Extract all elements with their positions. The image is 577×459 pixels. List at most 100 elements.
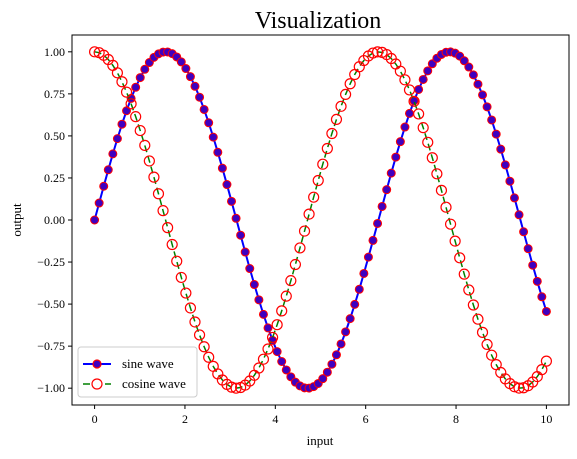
data-point <box>227 196 237 206</box>
data-point <box>400 122 410 132</box>
data-point <box>418 74 428 84</box>
data-point <box>231 213 241 223</box>
y-axis-label: output <box>9 203 24 237</box>
data-point <box>345 314 355 324</box>
data-point <box>258 309 268 319</box>
data-point <box>140 64 150 74</box>
data-point <box>130 111 142 123</box>
data-point <box>198 341 210 353</box>
data-point <box>176 57 186 67</box>
y-tick-label: 0.75 <box>44 87 65 101</box>
data-point <box>359 268 369 278</box>
data-point <box>322 367 332 377</box>
legend-label-cosine: cosine wave <box>122 376 186 391</box>
data-point <box>180 287 192 299</box>
data-point <box>190 81 200 91</box>
data-point <box>454 252 466 264</box>
data-point <box>272 347 282 357</box>
series-line <box>93 50 548 390</box>
data-point <box>312 174 324 187</box>
data-point <box>112 134 122 144</box>
data-point <box>181 64 191 74</box>
data-point <box>350 299 360 309</box>
data-point <box>175 271 187 284</box>
data-point <box>481 338 493 351</box>
data-point <box>281 365 291 375</box>
data-point <box>195 92 205 102</box>
data-point <box>422 136 434 148</box>
data-point <box>335 100 347 112</box>
data-point <box>482 102 492 112</box>
series-sine <box>90 47 551 393</box>
x-tick-label: 2 <box>182 412 188 426</box>
data-point <box>423 66 433 76</box>
data-point <box>341 327 351 337</box>
data-point <box>99 181 109 191</box>
data-point <box>327 359 337 369</box>
data-point <box>263 323 273 333</box>
y-tick-label: 0.00 <box>44 213 65 227</box>
data-point <box>253 362 265 374</box>
data-point <box>382 185 392 195</box>
data-point <box>240 247 250 257</box>
data-point <box>185 72 195 82</box>
y-tick-label: 0.25 <box>44 171 65 185</box>
legend: sine wave cosine wave <box>77 346 198 398</box>
data-point <box>204 118 214 128</box>
data-point <box>459 56 469 66</box>
data-point <box>377 201 387 211</box>
data-point <box>120 86 133 98</box>
data-point <box>125 98 137 110</box>
x-axis-label: input <box>307 433 334 448</box>
data-point <box>116 76 128 88</box>
data-point <box>435 184 448 196</box>
data-point <box>94 198 104 208</box>
data-point <box>386 168 396 178</box>
series-cosine <box>88 46 553 394</box>
data-point <box>276 305 288 317</box>
data-point <box>111 67 124 79</box>
data-point <box>298 225 311 237</box>
data-point <box>509 193 519 203</box>
data-point <box>458 268 470 280</box>
data-point <box>505 176 515 186</box>
data-point <box>139 139 151 151</box>
data-point <box>536 364 548 376</box>
data-point <box>363 252 373 262</box>
data-point <box>257 353 270 365</box>
data-point <box>157 205 169 217</box>
data-point <box>540 355 553 367</box>
data-point <box>171 255 183 267</box>
data-point <box>368 235 378 245</box>
data-point <box>403 84 416 96</box>
data-point <box>491 129 501 139</box>
data-point <box>294 242 306 254</box>
data-point <box>103 165 113 175</box>
y-axis: 1.00 0.75 0.50 0.25 0.00 −0.25 −0.50 −0.75 −1.00 <box>37 45 72 395</box>
data-point <box>326 127 338 140</box>
legend-marker-sine <box>92 359 102 369</box>
data-point <box>440 201 452 213</box>
data-point <box>143 155 155 167</box>
data-point <box>496 144 506 154</box>
data-point <box>408 95 420 107</box>
y-tick-label: 0.50 <box>44 129 65 143</box>
data-point <box>487 115 497 125</box>
data-point <box>444 218 457 230</box>
data-point <box>254 295 264 305</box>
data-point <box>184 302 197 314</box>
x-axis: 0 2 4 6 8 10 <box>92 405 552 426</box>
data-point <box>277 357 287 366</box>
data-point <box>409 96 419 106</box>
data-point <box>135 73 145 83</box>
data-point <box>519 227 529 237</box>
data-point <box>318 374 328 384</box>
data-point <box>336 339 346 349</box>
legend-label-sine: sine wave <box>122 356 174 371</box>
data-point <box>330 113 343 126</box>
data-point <box>208 132 218 142</box>
data-point <box>514 210 524 220</box>
data-point <box>468 70 478 80</box>
data-point <box>340 88 352 101</box>
